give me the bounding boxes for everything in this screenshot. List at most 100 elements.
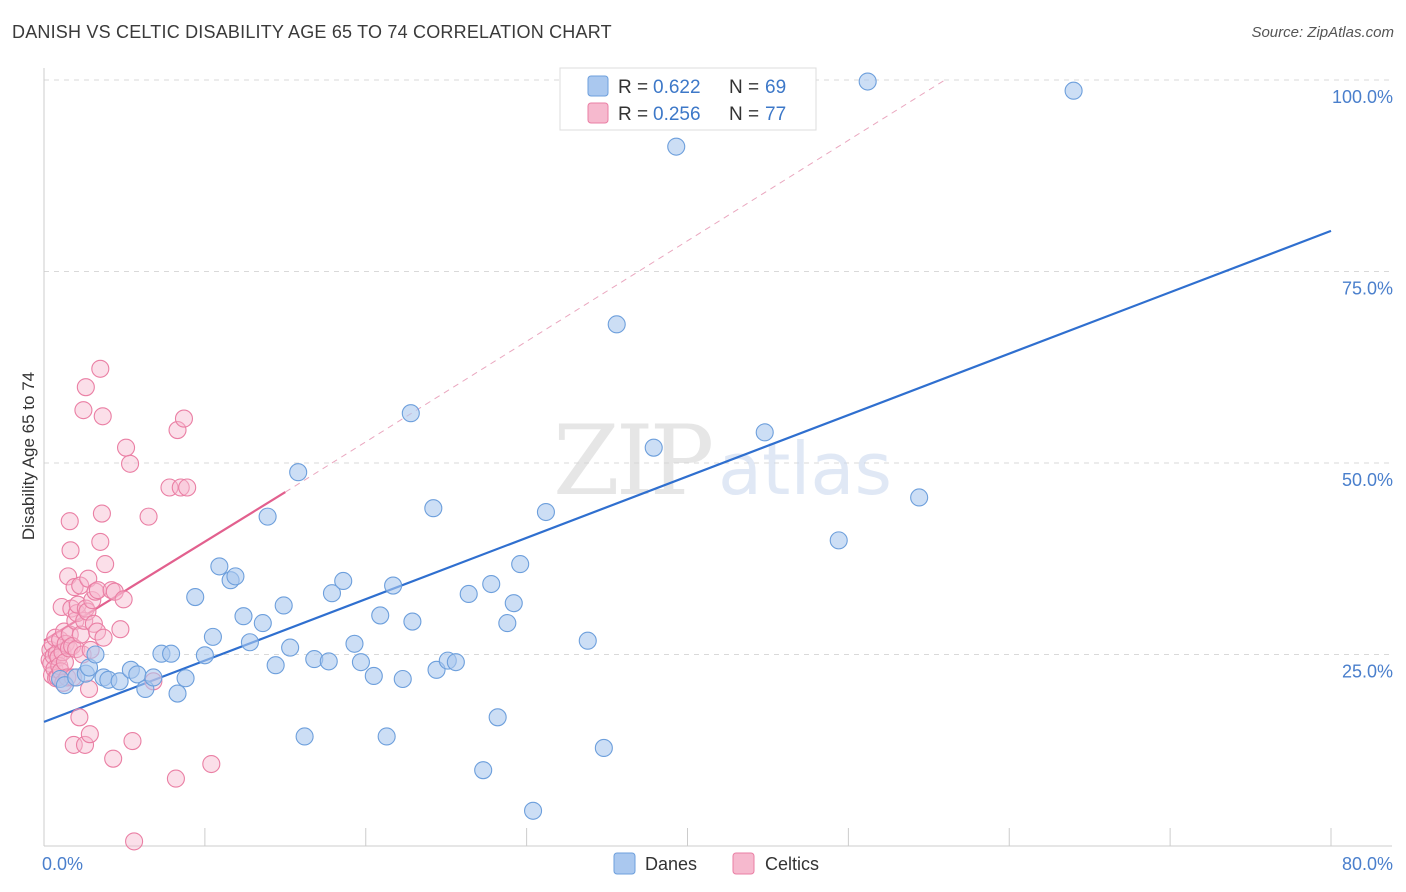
bottom-legend-celtics: Celtics [765,854,819,874]
danes-point [322,584,342,603]
celtics-trendline [43,491,286,642]
bottom-legend-swatch-danes [613,852,636,875]
gridlines [44,79,1392,655]
legend-celtics-r-label: R = [618,104,648,125]
celtics-point [104,749,123,768]
danes-point [504,594,523,613]
danes-point [578,631,597,650]
danes-point [755,423,774,442]
danes-point [334,571,353,591]
celtics-point [102,581,121,600]
celtics-point [123,732,142,751]
y-tick-label: 25.0% [1342,662,1393,682]
celtics-point [80,725,99,744]
danes-point [644,438,663,457]
bottom-legend-danes: Danes [645,854,697,874]
celtics-point [92,504,111,523]
celtics-point [70,708,89,727]
legend-swatch-celtics [587,102,609,124]
celtics-point [125,832,144,851]
celtics-point [116,438,136,457]
legend-danes-r-label: R = [618,77,648,98]
celtics-point [91,359,110,378]
danes-point [446,653,465,672]
danes-point [162,644,181,663]
danes-point [424,499,443,518]
celtics-trendline-extension [285,79,946,493]
danes-point [258,507,277,526]
danes-trendline [43,229,1332,723]
legend-celtics-n-value: 77 [765,104,786,125]
danes-point [488,708,507,727]
danes-point [176,669,195,688]
celtics-point [174,409,194,428]
celtics-point [114,590,133,609]
danes-point [195,646,214,665]
celtics-point [60,512,79,531]
danes-point [203,627,222,646]
danes-point [110,672,129,691]
bottom-legend: Danes Celtics [613,852,819,875]
y-tick-label: 75.0% [1342,279,1393,299]
danes-point [351,653,370,672]
danes-point [210,557,229,576]
danes-point [253,614,272,633]
celtics-point [74,401,93,420]
danes-point [144,668,163,687]
legend-swatch-danes [587,75,609,97]
celtics-point [166,769,185,788]
chart-title: DANISH VS CELTIC DISABILITY AGE 65 TO 74… [12,22,612,42]
danes-point [289,463,308,482]
legend-danes-r-value: 0.622 [653,77,701,98]
celtics-point [178,478,197,497]
danes-point [384,576,403,595]
points [40,72,1083,851]
source-label: Source: ZipAtlas.com [1251,24,1394,41]
celtics-point [61,541,80,560]
celtics-point [171,478,190,497]
legend-celtics-n-label: N = [729,104,759,125]
danes-point [186,587,205,607]
celtics-point [76,378,95,397]
danes-point [168,684,187,703]
legend-celtics-r-value: 0.256 [653,104,701,125]
danes-point [234,607,253,626]
tick-labels: 25.0% 50.0% 75.0% 100.0% 0.0% 80.0% [42,87,1393,874]
danes-point [364,666,383,685]
danes-point [524,801,543,820]
celtics-point [111,620,130,639]
danes-point [829,531,848,550]
danes-point [345,634,364,653]
danes-point [295,727,314,746]
danes-point [498,614,517,633]
legend-danes-n-label: N = [729,77,759,98]
x-tick-label: 0.0% [42,854,83,874]
danes-point [1064,81,1083,100]
danes-point [226,567,245,586]
danes-point [240,633,259,652]
celtics-point [93,407,112,426]
celtics-point [55,653,74,672]
celtics-point [96,555,115,574]
y-axis-label: Disability Age 65 to 74 [19,372,38,540]
celtics-point [59,567,78,586]
danes-point [910,488,929,507]
danes-point [281,638,300,657]
y-tick-label: 50.0% [1342,470,1393,490]
danes-point [401,404,420,423]
danes-point [594,738,613,758]
celtics-point [168,421,187,440]
y-tick-label: 100.0% [1332,87,1393,107]
celtics-point [75,735,95,754]
danes-point [858,72,877,91]
bottom-legend-swatch-celtics [732,852,755,875]
danes-point [86,645,105,664]
watermark-zip: ZIP [553,405,712,517]
celtics-point [121,454,140,473]
danes-point [482,574,501,594]
celtics-point [202,754,221,774]
watermark: ZIP atlas [553,405,892,517]
celtics-point [91,532,110,551]
danes-point [536,502,555,522]
watermark-atlas: atlas [718,427,892,511]
